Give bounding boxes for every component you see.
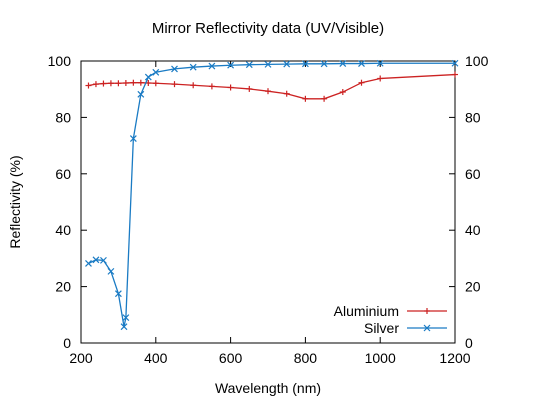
point-silver-18	[301, 60, 309, 68]
y-tick-label-right-2: 40	[465, 222, 481, 238]
point-silver-11	[171, 65, 178, 73]
point-silver-21	[358, 60, 365, 67]
point-silver-7	[129, 135, 137, 142]
point-silver-4	[114, 290, 122, 298]
y-tick-label-right-4: 80	[465, 109, 481, 125]
point-aluminium-17	[302, 95, 309, 102]
legend-label-silver: Silver	[364, 320, 399, 336]
x-tick-label-5: 1200	[439, 350, 470, 366]
x-axis-label: Wavelength (nm)	[215, 380, 321, 396]
point-silver-9	[144, 73, 152, 81]
y-tick-label-left-5: 100	[48, 53, 72, 69]
point-aluminium-16	[283, 90, 290, 97]
point-aluminium-3	[107, 80, 114, 87]
point-aluminium-5	[122, 79, 129, 86]
point-aluminium-7	[137, 79, 144, 86]
y-tick-label-left-1: 20	[55, 279, 71, 295]
point-silver-13	[208, 62, 216, 70]
point-aluminium-2	[100, 80, 107, 87]
x-tick-label-2: 600	[219, 350, 243, 366]
y-tick-label-left-3: 60	[55, 166, 71, 182]
point-silver-10	[152, 68, 160, 76]
point-silver-15	[245, 61, 253, 69]
point-silver-1	[92, 256, 100, 264]
x-tick-label-1: 400	[144, 350, 168, 366]
chart-title: Mirror Reflectivity data (UV/Visible)	[152, 20, 384, 37]
legend-label-aluminium: Aluminium	[334, 303, 399, 319]
point-aluminium-15	[265, 88, 271, 95]
y-tick-label-right-0: 0	[465, 335, 473, 351]
point-silver-8	[137, 90, 145, 98]
point-aluminium-12	[208, 83, 215, 90]
plot-frame	[80, 60, 456, 344]
point-silver-16	[264, 60, 272, 68]
point-aluminium-22	[452, 71, 458, 78]
point-silver-0	[85, 260, 92, 267]
point-aluminium-10	[171, 81, 178, 88]
point-aluminium-20	[358, 79, 365, 86]
point-aluminium-1	[92, 81, 99, 88]
point-silver-19	[320, 60, 328, 68]
legend-marker-aluminium	[424, 308, 430, 314]
point-aluminium-0	[85, 82, 92, 89]
x-tick-label-3: 800	[294, 350, 318, 366]
point-aluminium-11	[190, 82, 197, 89]
legend-marker-silver	[423, 324, 431, 332]
y-tick-label-right-5: 100	[465, 53, 489, 69]
point-silver-2	[100, 256, 107, 264]
point-silver-17	[283, 60, 291, 68]
point-silver-6	[122, 314, 130, 322]
y-tick-label-right-1: 20	[465, 279, 481, 295]
x-tick-label-0: 200	[69, 350, 93, 366]
point-silver-14	[227, 61, 235, 69]
point-silver-22	[376, 59, 384, 67]
y-tick-label-left-2: 40	[55, 222, 71, 238]
point-silver-20	[339, 60, 347, 67]
y-tick-label-right-3: 60	[465, 166, 481, 182]
point-aluminium-9	[152, 80, 159, 87]
y-axis-label: Reflectivity (%)	[7, 155, 23, 248]
point-silver-23	[451, 59, 459, 67]
y-tick-label-left-4: 80	[55, 109, 71, 125]
point-aluminium-18	[321, 95, 328, 102]
point-aluminium-19	[339, 89, 346, 96]
y-tick-label-left-0: 0	[63, 335, 71, 351]
point-aluminium-13	[227, 84, 234, 91]
point-aluminium-14	[246, 85, 253, 92]
point-aluminium-4	[115, 80, 122, 87]
series-line-silver	[88, 62, 455, 327]
point-aluminium-6	[130, 79, 137, 86]
point-silver-5	[120, 323, 128, 331]
point-silver-3	[107, 267, 115, 275]
point-silver-12	[189, 63, 197, 71]
point-aluminium-21	[377, 75, 384, 82]
x-tick-label-4: 1000	[365, 350, 396, 366]
